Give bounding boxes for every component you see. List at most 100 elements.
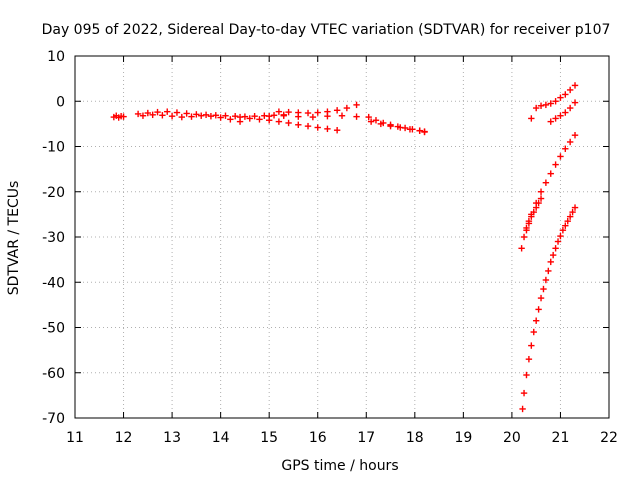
data-point (309, 113, 317, 121)
y-tick-label: -10 (42, 140, 65, 156)
data-point (528, 342, 535, 349)
data-point (285, 108, 292, 116)
data-point (421, 128, 428, 136)
data-point (212, 112, 219, 119)
series-arc-9 (528, 82, 579, 122)
data-point (525, 355, 533, 363)
y-tick-label: 10 (47, 49, 65, 65)
data-point (377, 120, 385, 128)
data-point (537, 294, 545, 302)
data-point (333, 107, 341, 114)
series-arc-5 (275, 101, 360, 117)
data-point (557, 232, 564, 240)
data-point (552, 245, 559, 252)
data-point (532, 204, 540, 211)
data-point (353, 113, 360, 120)
data-point (520, 233, 528, 241)
data-point (367, 118, 375, 125)
y-tick-label: -40 (42, 275, 65, 291)
x-axis-label: GPS time / hours (281, 458, 398, 474)
data-point (571, 131, 579, 139)
data-point (528, 213, 535, 220)
data-point (552, 115, 559, 122)
chart-title: Day 095 of 2022, Sidereal Day-to-day VTE… (42, 22, 611, 38)
x-tick-label: 12 (115, 430, 133, 446)
data-point (304, 122, 312, 130)
data-point (217, 114, 224, 121)
data-point (523, 371, 530, 379)
data-point (120, 113, 127, 120)
data-point (554, 238, 562, 245)
data-point (549, 251, 557, 259)
data-point (571, 204, 579, 211)
data-point (537, 102, 545, 109)
data-point (530, 328, 537, 336)
data-point (519, 405, 526, 413)
data-point (547, 118, 554, 125)
data-point (154, 108, 161, 116)
data-point (275, 108, 283, 115)
data-point (552, 161, 559, 168)
data-point (256, 116, 263, 123)
data-point (525, 220, 533, 227)
data-point (562, 145, 569, 152)
data-point (295, 121, 302, 128)
data-point (183, 110, 190, 117)
data-point (222, 112, 229, 119)
y-tick-label: -20 (42, 185, 65, 201)
series-arc-7 (365, 113, 428, 135)
data-point (523, 227, 530, 234)
data-point (168, 112, 176, 120)
y-axis-label: SDTVAR / TECUs (6, 181, 22, 296)
data-point (559, 227, 567, 234)
series-arc-8 (367, 118, 428, 136)
data-point (265, 112, 273, 120)
data-point (535, 199, 542, 207)
x-tick-label: 19 (454, 430, 472, 446)
data-point (566, 138, 574, 146)
series-arc-3 (139, 111, 244, 125)
x-tick-label: 20 (503, 430, 521, 446)
data-point (557, 112, 564, 119)
y-tick-label: -70 (42, 411, 65, 427)
y-tick-label: -60 (42, 366, 65, 382)
data-point (406, 126, 414, 133)
series-arc-10 (547, 99, 579, 125)
data-point (545, 267, 552, 275)
data-point (144, 109, 152, 117)
data-point (547, 258, 554, 266)
x-tick-label: 16 (309, 430, 327, 446)
data-point (338, 112, 346, 119)
series-arc-13 (519, 204, 579, 413)
x-tick-label: 21 (552, 430, 570, 446)
data-point (314, 124, 321, 131)
data-point (552, 98, 559, 105)
data-point (571, 99, 579, 106)
y-tick-label: -30 (42, 230, 65, 246)
data-point (139, 112, 147, 119)
data-point (562, 91, 569, 98)
data-point (532, 104, 540, 112)
data-point (520, 389, 528, 397)
data-point (314, 109, 321, 116)
data-point (557, 153, 564, 160)
data-point (188, 113, 195, 120)
data-point (532, 317, 540, 324)
data-point (557, 94, 564, 101)
data-point (537, 188, 545, 195)
data-point (324, 112, 331, 120)
data-point (562, 222, 569, 229)
x-tick-label: 14 (212, 430, 230, 446)
data-point (397, 124, 404, 131)
data-point (173, 109, 181, 116)
data-point (566, 86, 574, 94)
data-point (246, 115, 253, 122)
grid (74, 55, 610, 419)
data-point (528, 115, 535, 122)
data-point (295, 113, 302, 120)
data-point (547, 100, 554, 107)
data-point (353, 101, 360, 109)
data-point (535, 306, 542, 313)
data-point (537, 195, 545, 202)
